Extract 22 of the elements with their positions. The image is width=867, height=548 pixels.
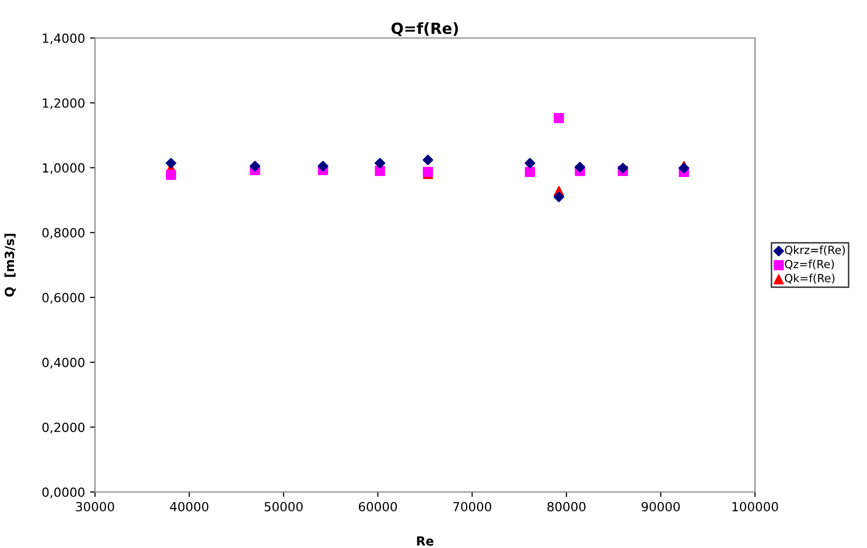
x-tick-label: 100000 xyxy=(732,502,778,512)
y-tick-label: 1,4000 xyxy=(42,33,84,44)
chart-title: Q=f(Re) xyxy=(391,22,458,36)
x-tick-label: 70000 xyxy=(453,502,492,512)
y-axis-title: Q [m3/s] xyxy=(4,234,16,297)
x-axis-title: Re xyxy=(417,536,434,546)
x-tick-label: 30000 xyxy=(76,502,114,512)
y-tick-label: 0,2000 xyxy=(42,422,84,434)
x-tick-label: 80000 xyxy=(547,502,586,512)
y-tick-label: 1,2000 xyxy=(42,98,84,110)
x-tick-label: 40000 xyxy=(170,502,208,512)
y-tick-label: 0,0000 xyxy=(42,487,84,498)
x-tick-label: 90000 xyxy=(642,502,680,512)
legend-label: Qz=f(Re) xyxy=(784,260,834,270)
x-tick-label: 60000 xyxy=(358,502,397,512)
legend-label: Qkrz=f(Re) xyxy=(784,246,845,256)
y-tick-label: 0,4000 xyxy=(42,358,84,368)
x-tick-label: 50000 xyxy=(264,502,303,512)
legend-label: Qk=f(Re) xyxy=(784,274,834,284)
y-tick-label: 0,6000 xyxy=(42,292,84,304)
y-tick-label: 0,8000 xyxy=(42,228,84,239)
y-tick-label: 1,0000 xyxy=(42,163,84,174)
